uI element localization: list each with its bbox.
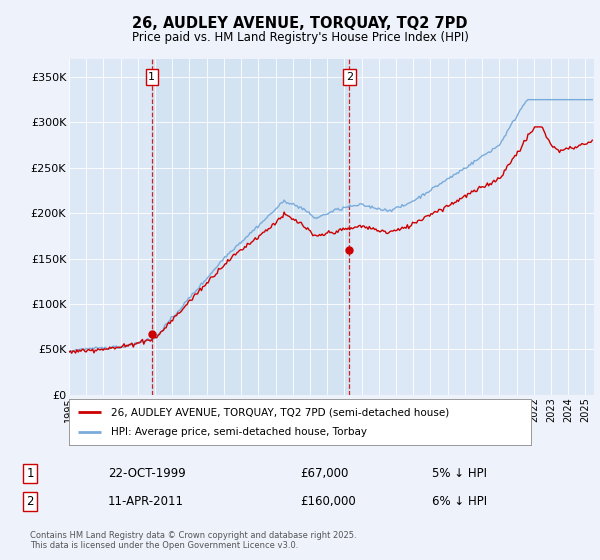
Text: Contains HM Land Registry data © Crown copyright and database right 2025.
This d: Contains HM Land Registry data © Crown c…	[30, 531, 356, 550]
Text: 26, AUDLEY AVENUE, TORQUAY, TQ2 7PD: 26, AUDLEY AVENUE, TORQUAY, TQ2 7PD	[132, 16, 468, 31]
Text: £160,000: £160,000	[300, 494, 356, 508]
Text: 2: 2	[26, 494, 34, 508]
Text: 26, AUDLEY AVENUE, TORQUAY, TQ2 7PD (semi-detached house): 26, AUDLEY AVENUE, TORQUAY, TQ2 7PD (sem…	[110, 407, 449, 417]
Text: £67,000: £67,000	[300, 466, 349, 480]
Bar	[152, 59, 349, 395]
Text: 2: 2	[346, 72, 353, 82]
Text: 11-APR-2011: 11-APR-2011	[108, 494, 184, 508]
Text: 22-OCT-1999: 22-OCT-1999	[108, 466, 186, 480]
Text: 6% ↓ HPI: 6% ↓ HPI	[432, 494, 487, 508]
Text: 5% ↓ HPI: 5% ↓ HPI	[432, 466, 487, 480]
Text: 1: 1	[148, 72, 155, 82]
Text: Price paid vs. HM Land Registry's House Price Index (HPI): Price paid vs. HM Land Registry's House …	[131, 31, 469, 44]
Text: HPI: Average price, semi-detached house, Torbay: HPI: Average price, semi-detached house,…	[110, 427, 367, 437]
Text: 1: 1	[26, 466, 34, 480]
